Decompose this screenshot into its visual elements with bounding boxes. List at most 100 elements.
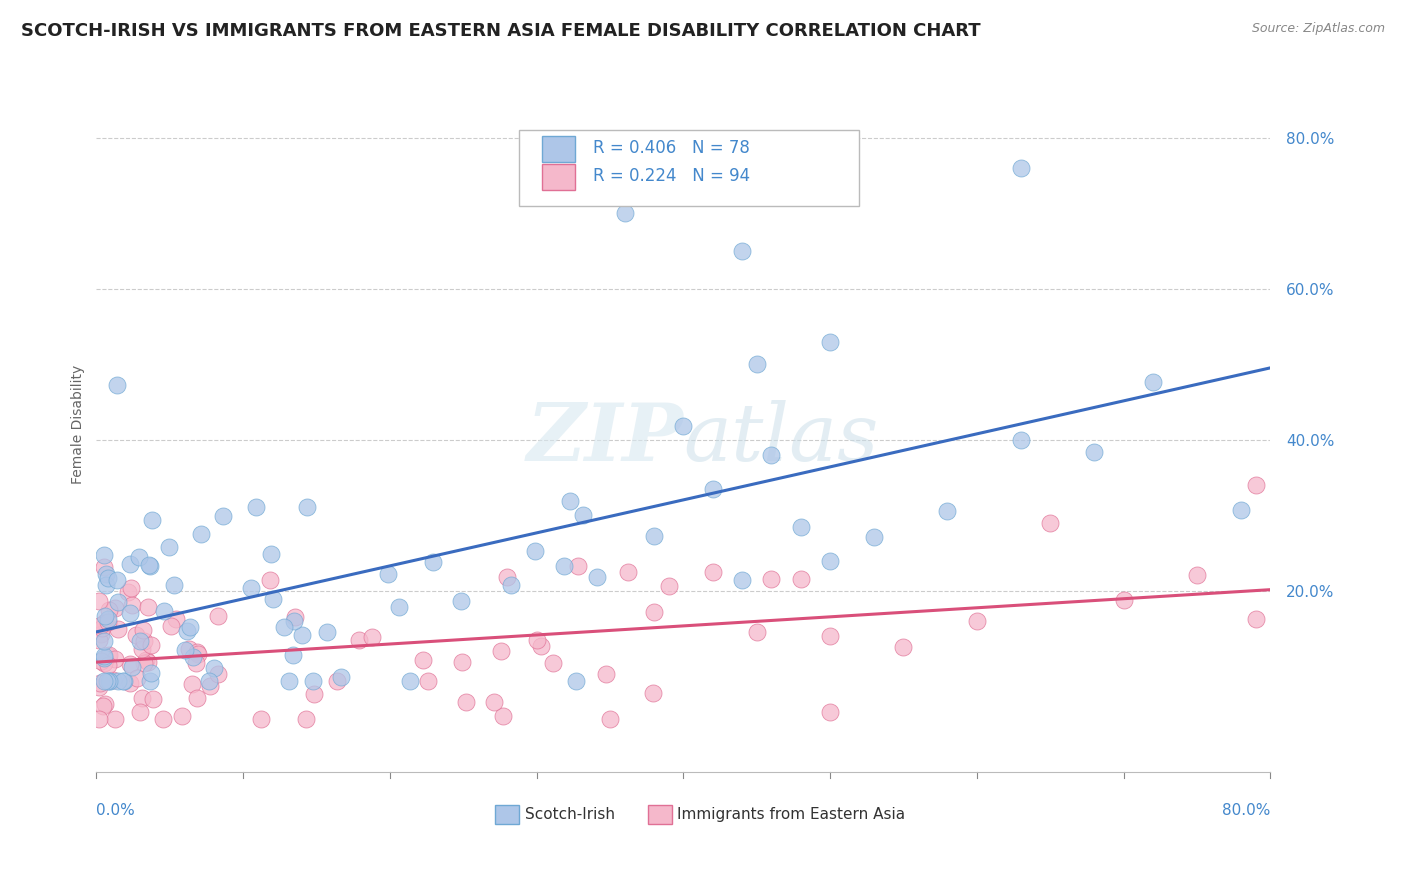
Point <box>96 658 118 673</box>
Point <box>564 674 586 689</box>
Point <box>702 482 724 496</box>
Point <box>96 567 118 582</box>
Point <box>818 705 841 719</box>
Point <box>1039 516 1062 530</box>
Point <box>1083 444 1105 458</box>
Point <box>186 691 208 706</box>
Point <box>104 601 127 615</box>
Point <box>186 656 208 670</box>
Point <box>96 578 118 592</box>
Point <box>1244 612 1267 626</box>
Point <box>136 655 159 669</box>
Point <box>731 244 754 258</box>
Point <box>496 570 519 584</box>
Point <box>450 656 472 670</box>
Text: atlas: atlas <box>683 400 879 477</box>
Text: Source: ZipAtlas.com: Source: ZipAtlas.com <box>1251 22 1385 36</box>
Point <box>165 612 187 626</box>
Point <box>966 614 988 628</box>
Point <box>141 638 163 652</box>
Point <box>197 674 219 689</box>
Text: Immigrants from Eastern Asia: Immigrants from Eastern Asia <box>678 807 905 822</box>
Point <box>731 573 754 587</box>
Point <box>152 712 174 726</box>
Point <box>120 676 142 690</box>
Point <box>1230 502 1253 516</box>
Point <box>121 598 143 612</box>
Point <box>141 666 163 681</box>
Text: Scotch-Irish: Scotch-Irish <box>524 807 614 822</box>
Point <box>863 530 886 544</box>
Point <box>138 558 160 573</box>
Point <box>129 634 152 648</box>
Point <box>105 378 128 392</box>
Point <box>97 649 120 664</box>
Point <box>98 674 121 689</box>
Point <box>412 653 434 667</box>
Text: SCOTCH-IRISH VS IMMIGRANTS FROM EASTERN ASIA FEMALE DISABILITY CORRELATION CHART: SCOTCH-IRISH VS IMMIGRANTS FROM EASTERN … <box>21 22 981 40</box>
Point <box>658 579 681 593</box>
Point <box>183 650 205 665</box>
Point <box>489 644 512 658</box>
Point <box>450 594 472 608</box>
Point <box>347 633 370 648</box>
Point <box>132 623 155 637</box>
Point <box>567 559 589 574</box>
Point <box>120 581 142 595</box>
Point <box>173 643 195 657</box>
Point <box>112 674 135 689</box>
Point <box>499 578 522 592</box>
Point <box>530 639 553 653</box>
Point <box>93 651 115 665</box>
Point <box>94 609 117 624</box>
Point <box>672 418 695 433</box>
Point <box>526 632 548 647</box>
Point <box>136 600 159 615</box>
Point <box>112 674 135 689</box>
Point <box>141 513 163 527</box>
Point <box>818 334 841 349</box>
Point <box>291 628 314 642</box>
Point <box>172 709 194 723</box>
Point <box>160 619 183 633</box>
Point <box>818 629 841 643</box>
Point <box>103 673 125 687</box>
Point <box>585 570 607 584</box>
Point <box>129 705 152 719</box>
Point <box>89 676 111 690</box>
Point <box>617 565 640 579</box>
Point <box>278 674 301 689</box>
Point <box>422 556 444 570</box>
Point <box>200 679 222 693</box>
Point <box>121 660 143 674</box>
Point <box>1142 375 1164 389</box>
Point <box>157 540 180 554</box>
Point <box>190 527 212 541</box>
Bar <box>495 805 519 824</box>
Point <box>142 692 165 706</box>
Point <box>118 557 141 571</box>
Point <box>93 548 115 562</box>
Point <box>93 648 115 663</box>
Point <box>212 508 235 523</box>
Point <box>135 653 157 667</box>
Point <box>89 627 111 641</box>
Point <box>329 670 352 684</box>
Point <box>595 666 617 681</box>
Point <box>131 642 153 657</box>
Point <box>90 622 112 636</box>
Point <box>643 529 665 543</box>
Point <box>1010 161 1032 175</box>
Point <box>745 357 768 371</box>
FancyBboxPatch shape <box>519 129 859 206</box>
Point <box>104 651 127 665</box>
Point <box>96 674 118 689</box>
Point <box>120 607 142 621</box>
Point <box>89 712 111 726</box>
Point <box>105 573 128 587</box>
Point <box>492 709 515 723</box>
Point <box>93 633 115 648</box>
Point <box>90 654 112 668</box>
Point <box>262 592 284 607</box>
Point <box>315 624 337 639</box>
